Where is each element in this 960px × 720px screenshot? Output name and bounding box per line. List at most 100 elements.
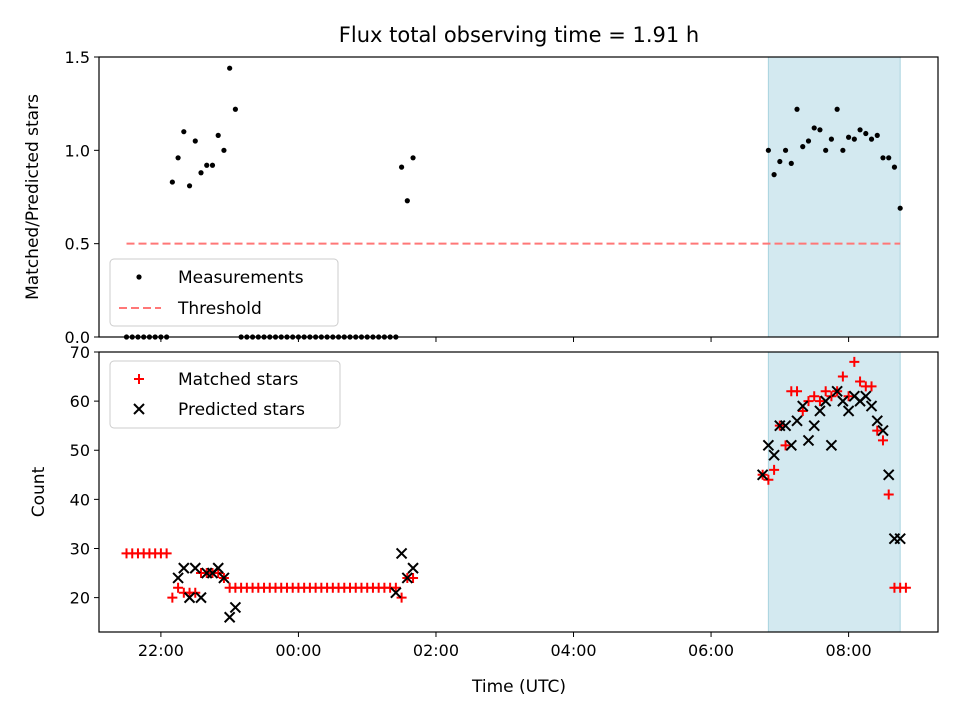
bottom-y-axis-label: Count bbox=[29, 466, 49, 517]
top-x-ticks bbox=[160, 337, 850, 342]
measurement-point bbox=[186, 183, 193, 189]
y-tick-label: 60 bbox=[70, 392, 90, 411]
measurement-point bbox=[823, 147, 829, 153]
matched-star-point bbox=[396, 592, 407, 603]
predicted-star-point bbox=[802, 434, 815, 447]
matched-star-point bbox=[809, 391, 820, 402]
predicted-star-point bbox=[877, 424, 889, 437]
matched-star-point bbox=[820, 386, 831, 397]
predicted-star-point bbox=[195, 591, 207, 604]
matched-star-point bbox=[763, 474, 774, 485]
measurement-point bbox=[874, 132, 880, 138]
x-tick-label: 02:00 bbox=[413, 641, 459, 660]
predicted-star-point bbox=[189, 562, 201, 574]
bottom-legend: Matched stars Predicted stars bbox=[109, 360, 341, 429]
predicted-star-point bbox=[871, 415, 883, 427]
y-tick-label: 40 bbox=[70, 490, 90, 509]
y-tick-label: 1.5 bbox=[65, 48, 90, 67]
measurement-point bbox=[800, 144, 806, 150]
predicted-star-point bbox=[825, 439, 838, 452]
predicted-star-point bbox=[178, 562, 190, 574]
predicted-star-point bbox=[791, 415, 803, 427]
measurement-point bbox=[227, 65, 233, 71]
measurement-point bbox=[771, 172, 777, 178]
matched-star-point bbox=[190, 587, 201, 598]
y-tick-label: 50 bbox=[70, 441, 90, 460]
x-tick-label: 06:00 bbox=[688, 641, 734, 660]
matched-star-point bbox=[814, 396, 825, 407]
predicted-star-point bbox=[894, 532, 906, 545]
top-y-ticks: 0.0 0.5 1.0 1.5 bbox=[65, 48, 99, 347]
predicted-star-point bbox=[768, 449, 780, 461]
measurement-point bbox=[840, 147, 846, 153]
legend-predicted-label: Predicted stars bbox=[178, 400, 305, 420]
predicted-star-point bbox=[797, 400, 809, 412]
measurement-point bbox=[782, 147, 789, 153]
predicted-star-point bbox=[779, 419, 792, 432]
matched-star-point bbox=[797, 405, 808, 416]
top-shaded-span bbox=[767, 56, 901, 338]
measurement-point bbox=[817, 127, 823, 133]
legend-threshold-label: Threshold bbox=[177, 299, 262, 319]
matched-star-point bbox=[390, 582, 401, 593]
matched-star-point bbox=[408, 572, 419, 583]
predicted-star-point bbox=[808, 419, 820, 432]
matched-star-point bbox=[866, 381, 877, 392]
measurement-point bbox=[857, 127, 863, 133]
y-tick-label: 0.0 bbox=[65, 328, 90, 347]
measurement-point bbox=[410, 155, 416, 161]
bottom-y-ticks: 20 30 40 50 60 70 bbox=[70, 343, 99, 608]
legend-measurements-label: Measurements bbox=[178, 268, 304, 288]
measurement-point bbox=[232, 106, 238, 112]
x-tick-label: 04:00 bbox=[550, 641, 596, 660]
measurement-point bbox=[834, 106, 840, 112]
x-axis-label: Time (UTC) bbox=[471, 677, 566, 697]
predicted-star-point bbox=[860, 390, 872, 402]
matched-star-point bbox=[883, 489, 894, 500]
matched-star-point bbox=[792, 386, 803, 397]
measurement-point bbox=[181, 129, 187, 135]
top-legend: Measurements Threshold bbox=[109, 258, 339, 327]
bottom-x-ticks: 22:00 00:00 02:00 04:00 06:00 08:00 bbox=[138, 632, 872, 660]
measurement-point bbox=[404, 198, 410, 204]
matched-star-point bbox=[855, 376, 866, 387]
bottom-legend-box bbox=[109, 360, 341, 429]
measurement-point bbox=[765, 147, 771, 153]
x-tick-label: 22:00 bbox=[138, 641, 184, 660]
y-tick-label: 0.5 bbox=[65, 235, 90, 254]
measurement-point bbox=[845, 134, 852, 140]
predicted-star-point bbox=[183, 591, 196, 604]
predicted-star-point bbox=[814, 405, 826, 417]
measurement-point bbox=[192, 138, 198, 144]
measurement-point bbox=[828, 136, 835, 142]
top-y-axis-label: Matched/Predicted stars bbox=[23, 94, 43, 300]
x-tick-label: 08:00 bbox=[826, 641, 872, 660]
predicted-star-point bbox=[883, 469, 895, 481]
bottom-shaded-span bbox=[767, 351, 901, 633]
predicted-star-point bbox=[212, 562, 224, 574]
legend-measurements-marker bbox=[136, 274, 142, 280]
measurement-point bbox=[777, 158, 783, 165]
top-legend-box bbox=[109, 258, 339, 327]
predicted-star-point bbox=[756, 469, 769, 481]
legend-matched-marker bbox=[134, 374, 144, 384]
measurement-point bbox=[198, 170, 204, 176]
matched-star-point bbox=[161, 548, 172, 559]
predicted-star-point bbox=[831, 385, 843, 398]
chart-title: Flux total observing time = 1.91 h bbox=[339, 23, 699, 47]
matched-star-point bbox=[803, 396, 814, 407]
matched-star-point bbox=[872, 425, 883, 436]
matched-star-point bbox=[173, 582, 184, 593]
legend-predicted-marker bbox=[133, 403, 145, 415]
predicted-star-point bbox=[390, 586, 402, 599]
measurement-point bbox=[805, 138, 812, 144]
measurement-point bbox=[880, 155, 886, 161]
predicted-star-point bbox=[172, 572, 184, 584]
predicted-star-point bbox=[865, 400, 878, 412]
matched-star-point bbox=[780, 440, 791, 451]
x-tick-label: 00:00 bbox=[275, 641, 321, 660]
measurement-point bbox=[851, 136, 857, 142]
legend-matched-label: Matched stars bbox=[178, 370, 298, 390]
y-tick-label: 30 bbox=[70, 539, 90, 558]
